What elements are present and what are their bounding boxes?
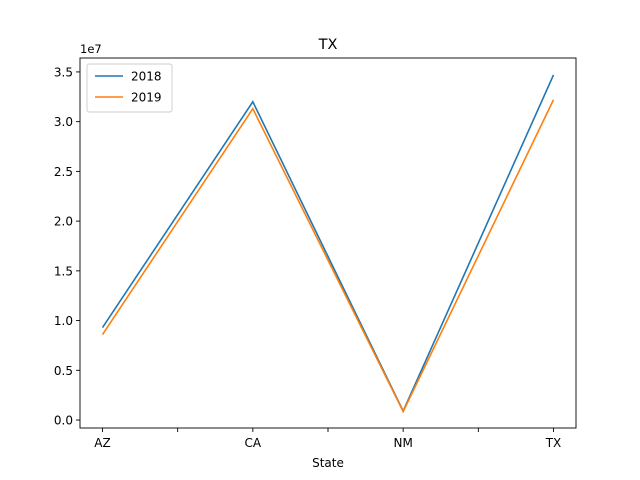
- x-tick-label: CA: [245, 436, 262, 450]
- chart-title: TX: [318, 37, 338, 53]
- series-lines: [101, 74, 555, 414]
- x-tick-label: AZ: [94, 436, 110, 450]
- x-axis-ticks: AZ CA NM TX: [94, 428, 561, 450]
- series-line-2019: [101, 99, 555, 414]
- plot-frame: [79, 57, 577, 429]
- y-axis-ticks: 0.0 0.5 1.0 1.5 2.0 2.5 3.0 3.5: [54, 65, 80, 428]
- y-tick-label: 1.5: [54, 264, 73, 278]
- x-axis-label: State: [312, 456, 344, 470]
- x-tick-label: TX: [545, 436, 562, 450]
- y-tick-label: 2.5: [54, 165, 73, 179]
- y-axis-multiplier: 1e7: [80, 42, 102, 56]
- series-line-2018: [101, 74, 555, 413]
- y-tick-label: 0.5: [54, 364, 73, 378]
- legend-label: 2018: [131, 70, 162, 84]
- y-tick-label: 0.0: [54, 414, 73, 428]
- y-tick-label: 2.0: [54, 215, 73, 229]
- y-tick-label: 3.0: [54, 115, 73, 129]
- x-tick-label: NM: [393, 436, 412, 450]
- legend-label: 2019: [131, 91, 162, 105]
- y-tick-label: 1.0: [54, 314, 73, 328]
- legend: 2018 2019: [86, 63, 173, 113]
- y-tick-label: 3.5: [54, 65, 73, 79]
